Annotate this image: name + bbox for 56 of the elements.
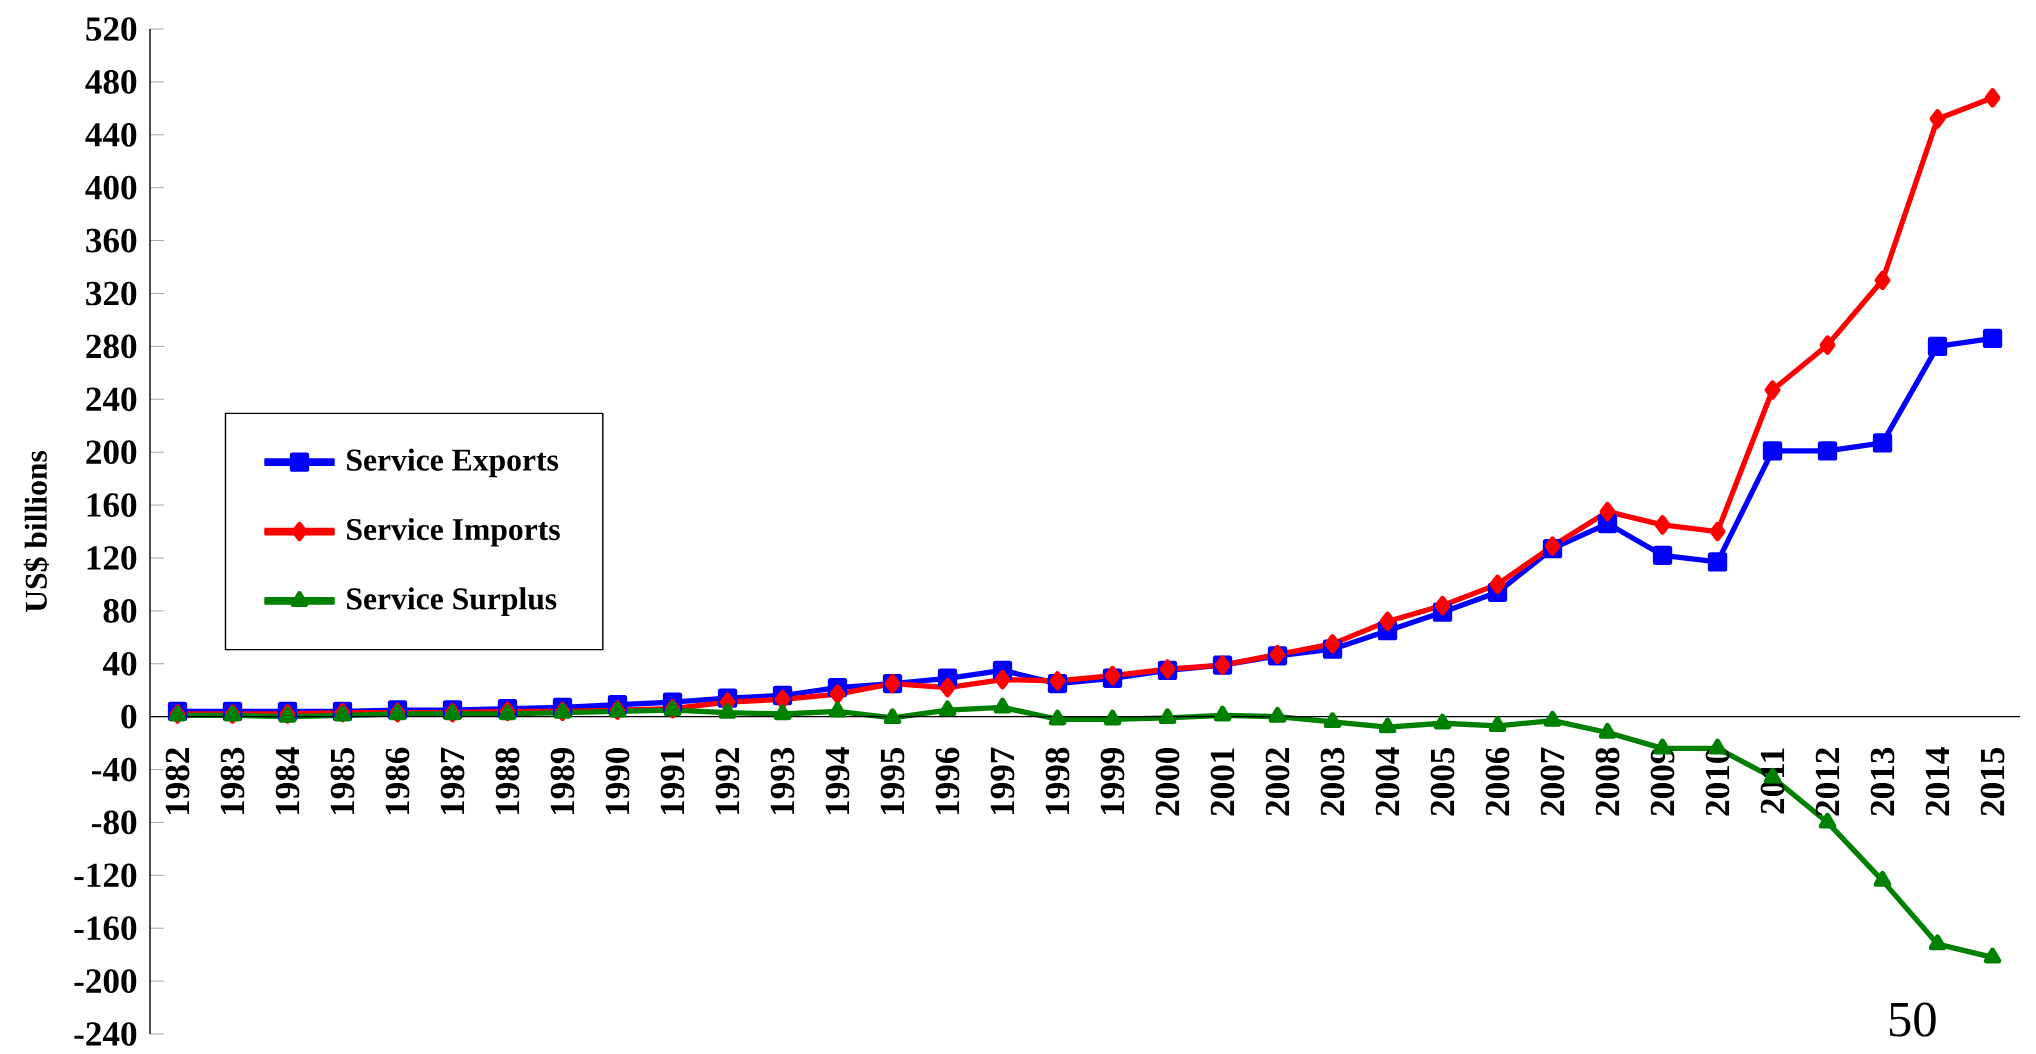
y-tick-label: 520: [86, 17, 137, 41]
x-tick-label: 2000: [1155, 747, 1180, 816]
x-tick-label: 1995: [880, 747, 905, 815]
x-tick-label: 2015: [1980, 747, 2005, 816]
x-tick-label: 2014: [1925, 747, 1950, 816]
x-tick-label: 2004: [1375, 747, 1400, 816]
y-tick-label: 160: [87, 493, 137, 517]
x-tick-label: 2005: [1430, 747, 1455, 816]
y-tick-label: 240: [86, 387, 137, 412]
x-tick-label: 2008: [1595, 747, 1620, 816]
x-tick-label: 1985: [330, 747, 355, 815]
x-tick-label: 2013: [1870, 747, 1895, 816]
legend-label: Service Exports: [347, 448, 559, 478]
y-tick-label: 80: [103, 599, 137, 623]
y-tick-label: 120: [87, 546, 137, 570]
x-tick-label: 1983: [220, 747, 245, 815]
x-tick-label: 1986: [385, 747, 410, 815]
y-tick-label: 480: [85, 70, 137, 94]
x-tick-label: 1982: [165, 748, 190, 815]
x-tick-label: 2001: [1210, 748, 1235, 816]
x-tick-label: 1999: [1100, 747, 1125, 815]
x-tick-label: 1993: [770, 747, 795, 815]
y-tick-label: 200: [86, 440, 137, 465]
annotation: 50: [1889, 1002, 1936, 1037]
y-tick-label: -120: [74, 863, 137, 888]
x-tick-label: 1984: [275, 747, 300, 815]
y-tick-label: 440: [85, 122, 137, 147]
legend-label: Service Imports: [347, 517, 560, 547]
x-tick-label: 1987: [440, 747, 465, 815]
y-tick-label: 360: [86, 228, 137, 253]
y-tick-label: 320: [86, 281, 137, 306]
x-tick-label: 2007: [1540, 747, 1565, 816]
x-tick-label: 1990: [605, 747, 630, 815]
x-tick-label: 1992: [715, 748, 740, 815]
y-tick-label: -160: [74, 916, 137, 941]
x-tick-label: 1998: [1045, 747, 1070, 815]
x-tick-label: 1988: [495, 747, 520, 815]
y-tick-label: -80: [92, 810, 137, 835]
x-tick-label: 1989: [550, 747, 575, 815]
y-tick-label: 0: [121, 704, 137, 729]
y-tick-label: 40: [102, 651, 137, 676]
y-tick-label: -240: [74, 1022, 137, 1046]
y-tick-label: 280: [86, 334, 137, 359]
y-tick-label: -200: [74, 969, 137, 993]
x-tick-label: 2006: [1485, 747, 1510, 816]
x-tick-label: 2012: [1815, 748, 1840, 816]
x-tick-label: 2003: [1320, 747, 1345, 816]
y-axis-title: US$ billions: [23, 451, 50, 613]
x-tick-label: 1996: [935, 747, 960, 815]
x-tick-label: 1997: [990, 747, 1015, 815]
x-tick-label: 1991: [660, 748, 685, 815]
x-tick-label: 2002: [1265, 748, 1290, 816]
legend-label: Service Surplus: [347, 587, 557, 616]
y-tick-label: -40: [92, 757, 137, 782]
y-tick-label: 400: [85, 175, 137, 200]
x-tick-label: 1994: [825, 747, 850, 815]
